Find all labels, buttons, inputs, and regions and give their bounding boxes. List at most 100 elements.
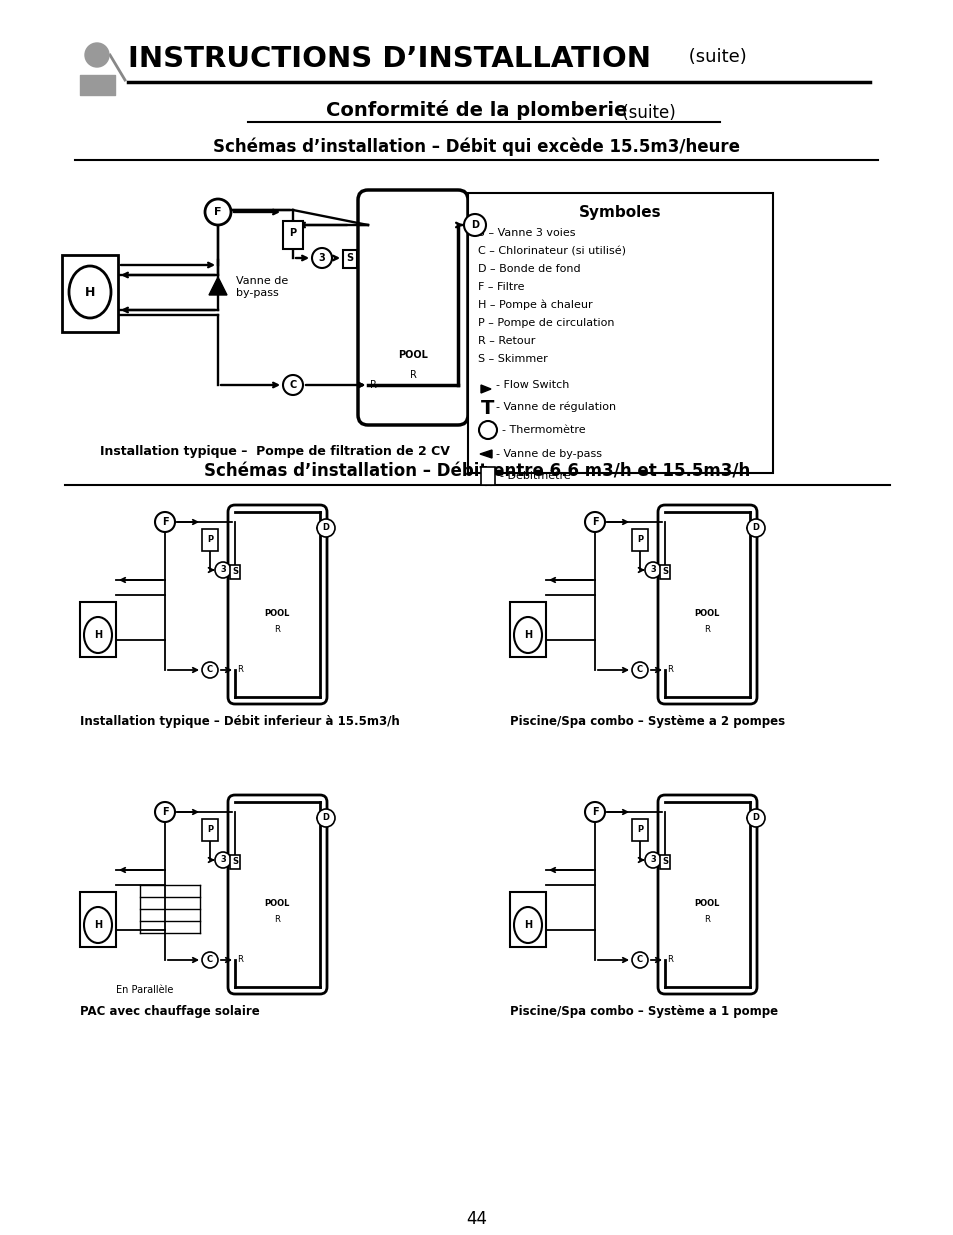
Text: P: P [207, 536, 213, 545]
Text: C – Chlorinateur (si utilisé): C – Chlorinateur (si utilisé) [477, 246, 625, 256]
Bar [659, 855, 669, 869]
Polygon shape [209, 277, 227, 295]
Text: C: C [289, 380, 296, 390]
Text: R: R [409, 370, 416, 380]
Text: POOL: POOL [264, 899, 290, 909]
Text: Conformité de la plomberie: Conformité de la plomberie [326, 100, 627, 120]
Text: Installation typique –  Pompe de filtration de 2 CV: Installation typique – Pompe de filtrati… [100, 445, 450, 458]
Ellipse shape [514, 906, 541, 944]
Bar [230, 564, 240, 579]
Bar [631, 529, 647, 551]
Text: P – Pompe de circulation: P – Pompe de circulation [477, 317, 614, 329]
Polygon shape [479, 450, 492, 458]
Bar [480, 467, 495, 485]
Text: D: D [752, 524, 759, 532]
Circle shape [478, 421, 497, 438]
Text: (suite): (suite) [682, 48, 746, 65]
FancyBboxPatch shape [228, 795, 327, 994]
Bar [659, 564, 669, 579]
Text: R: R [666, 666, 672, 674]
Circle shape [316, 809, 335, 827]
Bar [343, 249, 356, 268]
Bar [80, 601, 116, 657]
Text: S: S [232, 857, 237, 867]
Text: F: F [161, 517, 168, 527]
Circle shape [312, 248, 332, 268]
Text: R – Retour: R – Retour [477, 336, 535, 346]
Circle shape [631, 952, 647, 968]
Text: C: C [207, 666, 213, 674]
Text: PAC avec chauffage solaire: PAC avec chauffage solaire [80, 1005, 259, 1018]
Text: POOL: POOL [397, 350, 428, 359]
Bar [202, 819, 218, 841]
Text: 3: 3 [220, 856, 226, 864]
Text: D: D [322, 524, 329, 532]
Text: (suite): (suite) [617, 104, 675, 122]
Text: P: P [637, 536, 642, 545]
Text: H: H [523, 630, 532, 640]
Circle shape [283, 375, 303, 395]
FancyBboxPatch shape [658, 505, 757, 704]
Text: T: T [480, 399, 494, 419]
Bar [62, 254, 118, 332]
Text: D: D [471, 220, 478, 230]
Circle shape [631, 662, 647, 678]
Text: S: S [661, 568, 667, 577]
Circle shape [214, 852, 231, 868]
Circle shape [202, 952, 218, 968]
Bar [283, 221, 303, 249]
Ellipse shape [84, 906, 112, 944]
Bar [80, 892, 116, 947]
Circle shape [644, 562, 660, 578]
Circle shape [746, 519, 764, 537]
Bar [202, 529, 218, 551]
Text: P: P [207, 825, 213, 835]
Circle shape [205, 199, 231, 225]
Text: 3: 3 [318, 253, 325, 263]
Circle shape [154, 513, 174, 532]
Text: R: R [703, 625, 709, 634]
Text: S – Skimmer: S – Skimmer [477, 354, 547, 364]
Text: S: S [232, 568, 237, 577]
Text: F: F [591, 517, 598, 527]
Text: 44: 44 [466, 1210, 487, 1228]
Circle shape [463, 214, 485, 236]
Text: P: P [637, 825, 642, 835]
Text: R: R [236, 666, 243, 674]
Circle shape [316, 519, 335, 537]
Bar [510, 601, 545, 657]
Text: D – Bonde de fond: D – Bonde de fond [477, 264, 580, 274]
Text: R: R [666, 956, 672, 965]
Polygon shape [480, 385, 491, 393]
Text: POOL: POOL [264, 610, 290, 619]
Text: H: H [93, 920, 102, 930]
Text: En Parallèle: En Parallèle [116, 986, 173, 995]
Text: C: C [637, 666, 642, 674]
Bar [230, 855, 240, 869]
Text: 3: 3 [649, 566, 655, 574]
Text: Symboles: Symboles [578, 205, 660, 220]
Text: POOL: POOL [694, 899, 719, 909]
Ellipse shape [514, 618, 541, 653]
Text: - Débitmètre: - Débitmètre [499, 471, 570, 480]
Circle shape [214, 562, 231, 578]
Circle shape [644, 852, 660, 868]
Text: H: H [93, 630, 102, 640]
Text: H: H [523, 920, 532, 930]
Text: Installation typique – Débit inferieur à 15.5m3/h: Installation typique – Débit inferieur à… [80, 715, 399, 727]
Circle shape [584, 513, 604, 532]
Text: R: R [274, 914, 279, 924]
Text: F: F [161, 806, 168, 818]
Text: F: F [214, 207, 221, 217]
Text: 3: 3 [649, 856, 655, 864]
Ellipse shape [84, 618, 112, 653]
Text: - Flow Switch: - Flow Switch [496, 380, 569, 390]
Text: P: P [289, 228, 296, 238]
Text: F: F [591, 806, 598, 818]
Circle shape [202, 662, 218, 678]
Text: H: H [85, 285, 95, 299]
Text: POOL: POOL [694, 610, 719, 619]
Text: - Vanne de régulation: - Vanne de régulation [496, 401, 616, 412]
FancyBboxPatch shape [228, 505, 327, 704]
Text: - Vanne de by-pass: - Vanne de by-pass [496, 450, 601, 459]
